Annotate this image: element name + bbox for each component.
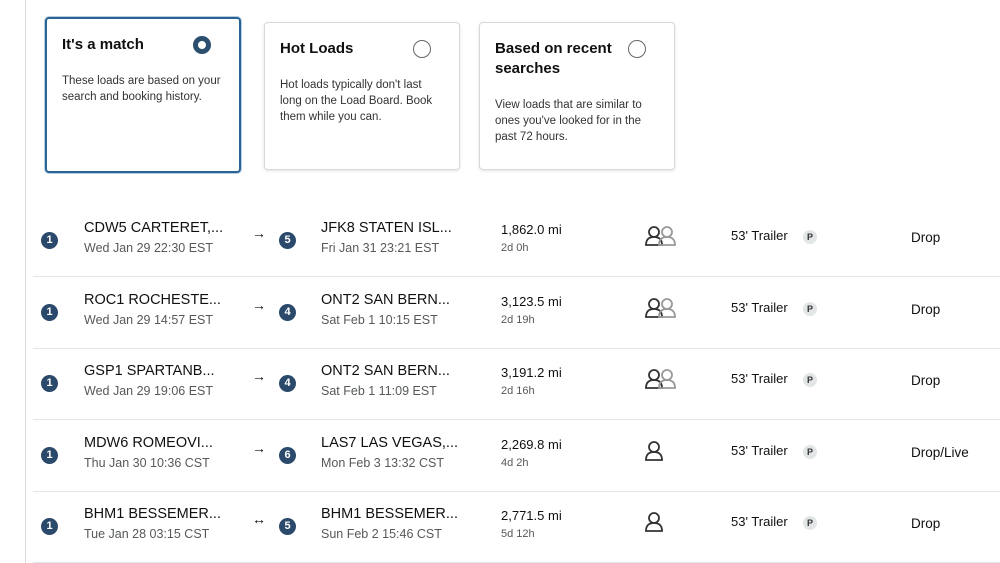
driver-icon (645, 226, 663, 246)
distance: 1,862.0 mi (501, 222, 562, 237)
origin-stops: 1 (41, 518, 58, 535)
origin-stops: 1 (41, 446, 58, 464)
load-type: Drop/Live (911, 444, 969, 460)
card-description: Hot loads typically don't last long on t… (280, 79, 433, 123)
route-arrow: → (252, 439, 266, 456)
dest-stops: 6 (279, 446, 296, 464)
equipment: 53' Trailer (731, 299, 788, 315)
duration: 2d 0h (501, 242, 529, 254)
origin-name: CDW5 CARTERET,... (84, 220, 224, 236)
route-arrow: → (252, 368, 266, 384)
load-type: Drop (911, 516, 941, 531)
radio-button[interactable] (413, 40, 431, 58)
destination-time: Fri Jan 31 23:21 EST (321, 241, 440, 255)
destination-name: ONT2 SAN BERN... (321, 291, 450, 308)
origin-time: Wed Jan 29 14:57 EST (84, 312, 214, 327)
route-arrow: → (252, 225, 266, 241)
driver-icons (645, 512, 663, 532)
duration: 2d 16h (501, 385, 535, 397)
distance: 2,269.8 mi (501, 436, 562, 452)
driver-icons (645, 440, 663, 461)
badge: P (803, 373, 817, 387)
distance: 3,123.5 mi (501, 293, 562, 309)
badge: P (803, 444, 817, 459)
filter-card[interactable]: Based on recent searches View loads that … (479, 22, 675, 170)
destination-time: Sat Feb 1 10:15 EST (321, 312, 438, 327)
radio-button[interactable] (193, 36, 211, 54)
badge: P (803, 230, 817, 244)
origin-name: ROC1 ROCHESTE... (84, 291, 221, 308)
driver-icons (645, 226, 676, 246)
driver-icon (658, 297, 676, 318)
dest-stops: 5 (279, 232, 296, 249)
origin-name: GSP1 SPARTANB... (84, 363, 215, 379)
distance: 2,771.5 mi (501, 508, 562, 523)
equipment: 53' Trailer (731, 442, 788, 458)
origin-time: Wed Jan 29 22:30 EST (84, 241, 214, 255)
load-row[interactable]: 1 CDW5 CARTERET,... Wed Jan 29 22:30 EST → 5… (33, 205, 1000, 277)
destination-time: Sun Feb 2 15:46 CST (321, 527, 442, 541)
origin-stops: 1 (41, 232, 58, 249)
divider (25, 0, 26, 563)
duration: 2d 19h (501, 313, 535, 326)
load-row[interactable]: 1 MDW6 ROMEOVI... Thu Jan 30 10:36 CST → 6 LA… (33, 420, 1000, 492)
driver-icon (645, 297, 663, 318)
origin-name: BHM1 BESSEMER... (84, 506, 221, 522)
card-title: Hot Loads (280, 40, 354, 57)
route-arrow: → (252, 296, 266, 313)
load-type: Drop (911, 301, 941, 317)
dest-stops: 4 (279, 303, 296, 321)
origin-name: MDW6 ROMEOVI... (84, 434, 213, 451)
radio-button[interactable] (628, 40, 646, 58)
load-row[interactable]: 1 ROC1 ROCHESTE... Wed Jan 29 14:57 EST → 4 O… (33, 277, 1000, 349)
card-title: Based on recent searches (495, 40, 612, 77)
duration: 4d 2h (501, 456, 529, 469)
load-type: Drop (911, 230, 941, 245)
dest-stops: 5 (279, 518, 296, 535)
driver-icon (645, 512, 663, 532)
load-row[interactable]: 1 BHM1 BESSEMER... Tue Jan 28 03:15 CST ↔ 5 B… (33, 491, 1000, 563)
origin-stops: 1 (41, 375, 58, 392)
driver-icon (658, 226, 676, 246)
load-type: Drop (911, 373, 941, 388)
origin-time: Tue Jan 28 03:15 CST (84, 527, 210, 541)
driver-icon (658, 369, 676, 389)
destination-name: JFK8 STATEN ISL... (321, 220, 452, 236)
driver-icons (645, 297, 676, 318)
equipment: 53' Trailer (731, 371, 788, 386)
driver-icons (645, 369, 676, 389)
filter-card[interactable]: It's a match These loads are based on you… (45, 17, 241, 173)
destination-time: Mon Feb 3 13:32 CST (321, 455, 444, 470)
card-description: These loads are based on your search and… (62, 75, 221, 103)
duration: 5d 12h (501, 528, 535, 540)
route-arrow: ↔ (252, 511, 266, 527)
driver-icon (645, 369, 663, 389)
badge: P (803, 301, 817, 316)
card-description: View loads that are similar to ones you'… (495, 99, 642, 143)
driver-icon (645, 440, 663, 461)
distance: 3,191.2 mi (501, 365, 562, 380)
origin-time: Thu Jan 30 10:36 CST (84, 455, 210, 470)
destination-time: Sat Feb 1 11:09 EST (321, 384, 437, 398)
dest-stops: 4 (279, 375, 296, 392)
origin-stops: 1 (41, 303, 58, 321)
filter-card[interactable]: Hot Loads Hot loads typically don't last … (264, 22, 460, 170)
equipment: 53' Trailer (731, 228, 788, 243)
destination-name: ONT2 SAN BERN... (321, 363, 450, 379)
card-title: It's a match (62, 36, 144, 53)
load-row[interactable]: 1 GSP1 SPARTANB... Wed Jan 29 19:06 EST → 4 O… (33, 348, 1000, 420)
equipment: 53' Trailer (731, 514, 788, 529)
badge: P (803, 516, 817, 530)
origin-time: Wed Jan 29 19:06 EST (84, 384, 214, 398)
destination-name: LAS7 LAS VEGAS,... (321, 434, 459, 451)
destination-name: BHM1 BESSEMER... (321, 506, 458, 522)
